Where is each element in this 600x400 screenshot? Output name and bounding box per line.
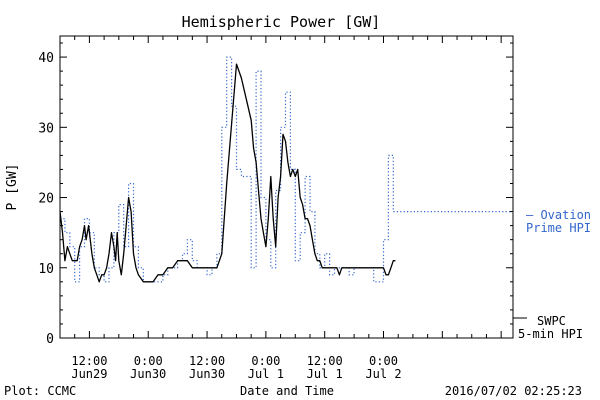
x-tick-date-label: Jun30 xyxy=(130,367,166,381)
x-tick-time-label: 0:00 xyxy=(134,354,163,368)
legend: — Ovation Prime HPI SWPC 5-min HPI xyxy=(512,208,591,341)
plot-credit: Plot: CCMC xyxy=(4,384,76,398)
x-tick-time-label: 0:00 xyxy=(251,354,280,368)
swpc-series xyxy=(59,63,396,283)
y-axis-label: P [GW] xyxy=(5,164,20,211)
x-tick-date-label: Jul 1 xyxy=(307,367,343,381)
x-tick-date-label: Jul 2 xyxy=(365,367,401,381)
legend-ovation-line2: Prime HPI xyxy=(526,221,591,235)
x-tick-time-label: 12:00 xyxy=(189,354,225,368)
x-tick-time-label: 12:00 xyxy=(307,354,343,368)
x-tick-time-label: 12:00 xyxy=(71,354,107,368)
y-axis: 0 10 20 30 40 xyxy=(38,42,513,347)
swpc-line xyxy=(59,63,396,283)
plot-timestamp: 2016/07/02 02:25:23 xyxy=(445,384,582,398)
legend-swpc-line2: 5-min HPI xyxy=(518,327,583,341)
y-tick-label: 30 xyxy=(38,121,54,136)
x-axis-label: Date and Time xyxy=(240,384,334,398)
y-tick-label: 40 xyxy=(38,51,54,66)
plot-frame xyxy=(59,35,514,339)
ovation-series xyxy=(60,56,513,283)
y-tick-label: 20 xyxy=(38,192,54,207)
legend-ovation-line1: — Ovation xyxy=(526,208,591,222)
x-tick-date-label: Jun30 xyxy=(189,367,225,381)
y-tick-label: 0 xyxy=(46,332,54,347)
x-tick-date-label: Jul 1 xyxy=(248,367,284,381)
y-tick-label: 10 xyxy=(38,262,54,277)
plot-border xyxy=(59,35,514,339)
ovation-line xyxy=(60,56,513,283)
x-tick-date-label: Jun29 xyxy=(71,367,107,381)
legend-swpc-line1: SWPC xyxy=(537,314,566,328)
x-tick-time-label: 0:00 xyxy=(369,354,398,368)
chart-title: Hemispheric Power [GW] xyxy=(182,13,381,31)
